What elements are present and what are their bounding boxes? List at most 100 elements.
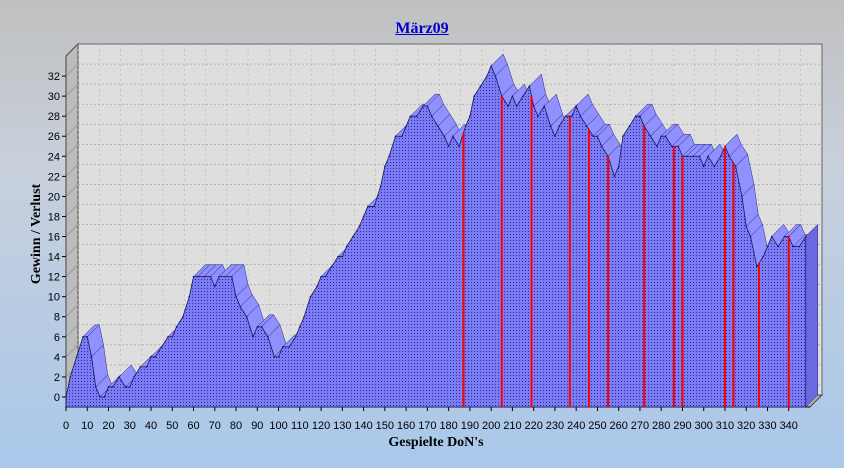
data-point bbox=[401, 135, 403, 138]
x-tick-label: 120 bbox=[312, 420, 330, 432]
side-wall bbox=[65, 42, 79, 409]
x-tick-label: 170 bbox=[418, 420, 436, 432]
data-point bbox=[133, 376, 135, 378]
data-point bbox=[252, 336, 254, 338]
y-axis-label: Gewinn / Verlust bbox=[29, 183, 44, 284]
data-point bbox=[90, 356, 93, 358]
data-point bbox=[303, 315, 305, 318]
data-point bbox=[103, 396, 106, 398]
data-point bbox=[639, 115, 641, 117]
x-tick-label: 40 bbox=[145, 420, 157, 432]
data-point bbox=[154, 356, 157, 358]
data-point bbox=[798, 245, 801, 248]
data-point bbox=[741, 195, 743, 198]
data-point bbox=[554, 135, 556, 138]
data-point bbox=[698, 155, 701, 158]
y-tick-label: 4 bbox=[54, 352, 60, 364]
data-point bbox=[586, 125, 588, 127]
x-tick-label: 140 bbox=[354, 420, 372, 432]
gridline-side bbox=[65, 63, 79, 77]
data-point bbox=[316, 285, 318, 288]
data-point bbox=[358, 225, 361, 228]
x-tick-label: 60 bbox=[187, 420, 199, 432]
x-tick-label: 250 bbox=[588, 420, 606, 432]
data-point bbox=[600, 145, 603, 148]
y-tick-label: 28 bbox=[48, 111, 60, 123]
data-point bbox=[373, 205, 376, 208]
y-tick-label: 6 bbox=[54, 332, 60, 344]
data-point bbox=[728, 155, 731, 158]
data-point bbox=[82, 336, 84, 338]
data-point bbox=[734, 165, 737, 168]
data-point bbox=[486, 75, 488, 77]
data-point bbox=[473, 95, 475, 97]
data-point bbox=[337, 255, 339, 258]
area-end-cap bbox=[805, 223, 818, 408]
y-tick-label: 10 bbox=[48, 292, 60, 304]
data-point bbox=[267, 336, 269, 338]
data-point bbox=[196, 275, 199, 278]
y-tick-label: 0 bbox=[54, 392, 60, 404]
data-point bbox=[804, 235, 807, 238]
data-point bbox=[579, 115, 582, 117]
data-point bbox=[107, 386, 110, 388]
data-point bbox=[394, 135, 397, 138]
area-front-face bbox=[65, 65, 807, 408]
gridline-side bbox=[65, 83, 79, 97]
data-point bbox=[707, 155, 709, 158]
data-point bbox=[139, 366, 142, 368]
x-tick-label: 90 bbox=[251, 420, 263, 432]
data-point bbox=[634, 115, 637, 117]
x-tick-label: 340 bbox=[780, 420, 798, 432]
data-point bbox=[65, 396, 67, 398]
x-tick-label: 160 bbox=[397, 420, 415, 432]
y-tick-label: 20 bbox=[48, 191, 60, 203]
data-point bbox=[756, 265, 758, 268]
data-point bbox=[239, 305, 242, 308]
data-point bbox=[282, 346, 284, 348]
data-point bbox=[145, 366, 148, 368]
x-tick-label: 80 bbox=[230, 420, 242, 432]
x-axis-label: Gespielte DoN's bbox=[388, 435, 484, 450]
data-point bbox=[150, 356, 152, 358]
data-point bbox=[214, 285, 216, 288]
y-tick-label: 24 bbox=[48, 151, 60, 163]
data-point bbox=[702, 165, 705, 168]
data-point bbox=[384, 165, 386, 168]
data-point bbox=[379, 185, 382, 188]
data-point bbox=[443, 135, 446, 138]
x-tick-label: 130 bbox=[333, 420, 351, 432]
data-point bbox=[532, 105, 535, 107]
y-tick-label: 22 bbox=[48, 171, 60, 183]
x-tick-label: 270 bbox=[631, 420, 649, 432]
data-point bbox=[203, 275, 205, 278]
data-point bbox=[124, 386, 127, 388]
y-tick-label: 8 bbox=[54, 312, 60, 324]
x-tick-label: 230 bbox=[546, 420, 564, 432]
data-point bbox=[528, 85, 531, 87]
gridline-side bbox=[65, 344, 79, 358]
data-point bbox=[685, 155, 688, 158]
x-tick-label: 110 bbox=[291, 420, 309, 432]
gridline-side bbox=[65, 284, 79, 297]
data-point bbox=[218, 275, 220, 278]
data-point bbox=[664, 135, 667, 138]
data-point bbox=[99, 396, 101, 398]
x-tick-label: 320 bbox=[737, 420, 755, 432]
data-point bbox=[182, 315, 184, 318]
data-point bbox=[426, 105, 429, 107]
data-point bbox=[522, 95, 524, 97]
data-point bbox=[656, 145, 658, 148]
data-point bbox=[405, 125, 407, 127]
gridline-side bbox=[65, 164, 79, 177]
data-point bbox=[367, 205, 369, 208]
gridline-side bbox=[65, 103, 79, 117]
x-tick-label: 240 bbox=[567, 420, 585, 432]
gridline-side bbox=[65, 224, 79, 237]
data-point bbox=[507, 105, 509, 107]
data-point bbox=[188, 295, 191, 298]
data-point bbox=[430, 115, 433, 117]
data-point bbox=[458, 145, 461, 148]
data-point bbox=[175, 325, 178, 328]
data-point bbox=[762, 255, 765, 258]
